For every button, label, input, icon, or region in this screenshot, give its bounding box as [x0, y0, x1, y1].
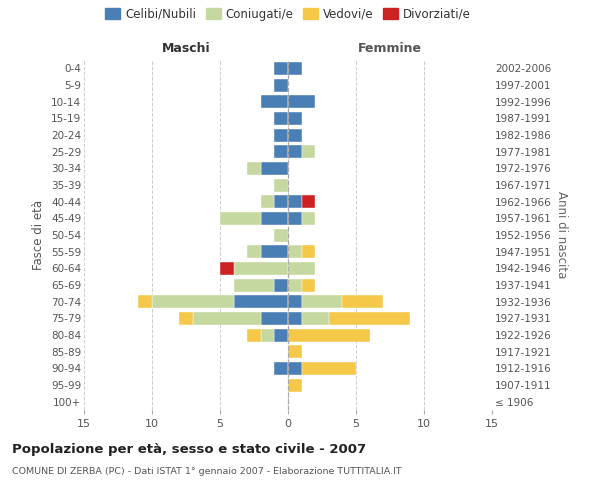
Bar — [274, 195, 288, 208]
Text: Maschi: Maschi — [161, 42, 211, 55]
Bar — [288, 278, 302, 291]
Bar — [288, 128, 302, 141]
Bar — [288, 62, 302, 75]
Bar — [220, 212, 261, 225]
Bar — [247, 328, 261, 342]
Bar — [288, 362, 302, 375]
Bar — [274, 78, 288, 92]
Bar — [302, 245, 315, 258]
Bar — [288, 195, 302, 208]
Bar — [288, 145, 302, 158]
Bar — [247, 245, 261, 258]
Y-axis label: Fasce di età: Fasce di età — [32, 200, 46, 270]
Bar — [274, 178, 288, 192]
Bar — [288, 295, 302, 308]
Bar — [288, 328, 370, 342]
Bar — [139, 295, 152, 308]
Bar — [288, 312, 302, 325]
Bar — [274, 328, 288, 342]
Bar — [288, 378, 302, 392]
Bar — [302, 212, 315, 225]
Bar — [343, 295, 383, 308]
Bar — [288, 345, 302, 358]
Bar — [302, 195, 315, 208]
Bar — [274, 362, 288, 375]
Bar — [261, 245, 288, 258]
Bar — [274, 112, 288, 125]
Bar — [274, 145, 288, 158]
Text: Popolazione per età, sesso e stato civile - 2007: Popolazione per età, sesso e stato civil… — [12, 442, 366, 456]
Bar — [288, 95, 315, 108]
Bar — [302, 278, 315, 291]
Bar — [247, 162, 261, 175]
Y-axis label: Anni di nascita: Anni di nascita — [555, 192, 568, 278]
Bar — [302, 362, 356, 375]
Bar — [233, 295, 288, 308]
Bar — [261, 312, 288, 325]
Bar — [233, 278, 274, 291]
Bar — [261, 328, 274, 342]
Bar — [288, 112, 302, 125]
Bar — [288, 262, 315, 275]
Bar — [274, 62, 288, 75]
Bar — [261, 95, 288, 108]
Bar — [261, 212, 288, 225]
Bar — [220, 262, 233, 275]
Bar — [179, 312, 193, 325]
Text: COMUNE DI ZERBA (PC) - Dati ISTAT 1° gennaio 2007 - Elaborazione TUTTITALIA.IT: COMUNE DI ZERBA (PC) - Dati ISTAT 1° gen… — [12, 468, 401, 476]
Bar — [274, 228, 288, 241]
Bar — [274, 128, 288, 141]
Bar — [193, 312, 261, 325]
Bar — [288, 245, 302, 258]
Bar — [274, 278, 288, 291]
Bar — [302, 312, 329, 325]
Text: Femmine: Femmine — [358, 42, 422, 55]
Bar — [302, 145, 315, 158]
Bar — [329, 312, 410, 325]
Bar — [261, 195, 274, 208]
Bar — [152, 295, 233, 308]
Bar — [302, 295, 343, 308]
Legend: Celibi/Nubili, Coniugati/e, Vedovi/e, Divorziati/e: Celibi/Nubili, Coniugati/e, Vedovi/e, Di… — [100, 3, 476, 26]
Bar — [288, 212, 302, 225]
Bar — [261, 162, 288, 175]
Bar — [233, 262, 288, 275]
